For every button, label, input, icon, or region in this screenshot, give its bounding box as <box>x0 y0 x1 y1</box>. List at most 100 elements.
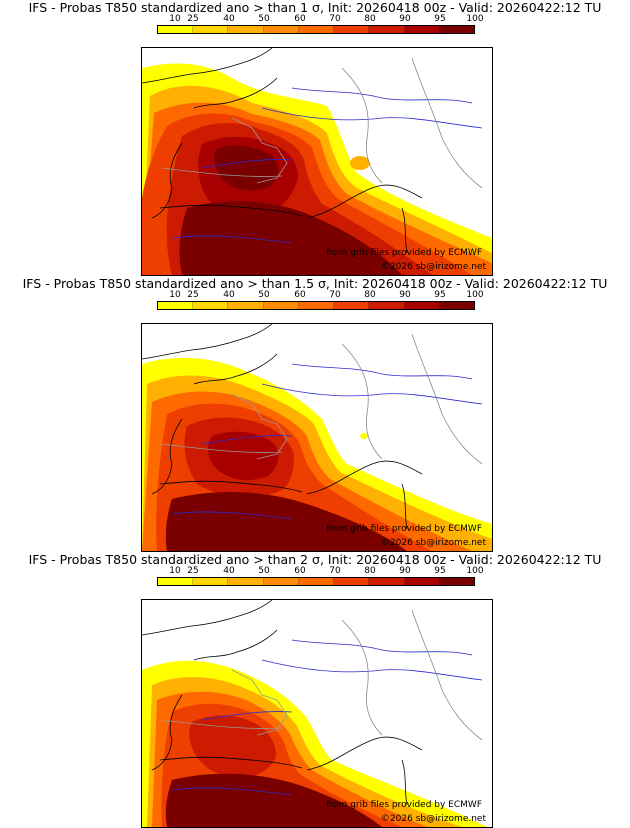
source-credit: from grib files provided by ECMWF <box>326 524 482 534</box>
colorbar-tick-label: 60 <box>294 290 306 300</box>
map-svg <box>142 600 492 827</box>
map-boundary-line <box>193 353 278 385</box>
probability-contour <box>207 431 279 481</box>
colorbar-swatch <box>404 26 440 33</box>
colorbar-tick-label: 50 <box>258 290 270 300</box>
map-boundary-line <box>171 235 293 244</box>
probability-contour <box>179 201 402 275</box>
map-boundary-line <box>411 57 483 189</box>
colorbar-swatch <box>263 26 299 33</box>
colorbar-tick-label: 60 <box>294 566 306 576</box>
colorbar-tick-label: 80 <box>364 14 376 24</box>
colorbar-tick-label: 60 <box>294 14 306 24</box>
map-boundary-line <box>401 759 408 806</box>
map-boundary-line <box>171 511 293 520</box>
colorbar-swatch <box>334 302 370 309</box>
colorbar-tick-label: 25 <box>187 14 199 24</box>
colorbar-tick-label: 10 <box>169 14 181 24</box>
map-boundary-line <box>341 67 383 184</box>
colorbar-tick-label: 100 <box>466 290 484 300</box>
panel-title: IFS - Probas T850 standardized ano > tha… <box>22 276 608 291</box>
forecast-panel-2: IFS - Probas T850 standardized ano > tha… <box>0 276 630 552</box>
map-boundary-line <box>201 435 293 445</box>
map-boundary-line <box>161 443 283 453</box>
map-boundary-line <box>261 659 483 681</box>
probability-contour <box>165 773 382 827</box>
probability-contour <box>165 492 407 551</box>
colorbar-swatch <box>228 302 264 309</box>
map-boundary-line <box>231 669 288 736</box>
map-boundary-line <box>161 719 283 729</box>
colorbar-tick-label: 90 <box>399 290 411 300</box>
colorbar-ticks: 10 25 40 50 60 70 80 90 95 100 <box>0 290 630 300</box>
map-boundary-line <box>231 393 288 460</box>
colorbar-tick-label: 100 <box>466 566 484 576</box>
map-boundary-line <box>401 483 408 530</box>
map-boundary-line <box>411 333 483 465</box>
colorbar-swatch <box>158 302 194 309</box>
colorbar-tick-label: 70 <box>329 14 341 24</box>
probability-contour <box>360 433 368 439</box>
colorbar-tick-label: 40 <box>223 14 235 24</box>
map-boundary-line <box>193 629 278 661</box>
colorbar-tick-label: 80 <box>364 290 376 300</box>
map-boundary-line <box>159 756 303 769</box>
colorbar-swatch <box>404 302 440 309</box>
map-boundary-line <box>231 117 288 184</box>
colorbar-swatch <box>263 302 299 309</box>
map-boundary-line <box>261 107 483 129</box>
panel-title: IFS - Probas T850 standardized ano > tha… <box>28 0 602 15</box>
map-boundary-line <box>306 460 423 495</box>
map-boundary-line <box>291 639 473 656</box>
probability-map: from grib files provided by ECMWF ©2026 … <box>141 599 493 828</box>
colorbar <box>157 301 475 310</box>
colorbar <box>157 577 475 586</box>
map-boundary-line <box>306 184 423 219</box>
map-boundary-line <box>193 77 278 109</box>
colorbar-swatch <box>334 578 370 585</box>
map-boundary-line <box>161 167 283 177</box>
map-boundary-line <box>151 418 183 495</box>
colorbar-swatch <box>193 302 229 309</box>
colorbar-swatch <box>228 578 264 585</box>
copyright-credit: ©2026 sb@irizome.net <box>380 538 486 548</box>
map-svg <box>142 324 492 551</box>
map-boundary-line <box>159 480 303 493</box>
colorbar-tick-label: 25 <box>187 290 199 300</box>
map-boundary-line <box>171 787 293 796</box>
colorbar-swatch <box>369 26 405 33</box>
probability-map: from grib files provided by ECMWF ©2026 … <box>141 323 493 552</box>
colorbar-tick-label: 95 <box>434 566 446 576</box>
colorbar-ticks: 10 25 40 50 60 70 80 90 95 100 <box>0 566 630 576</box>
source-credit: from grib files provided by ECMWF <box>326 248 482 258</box>
map-boundary-line <box>291 363 473 380</box>
colorbar-swatch <box>263 578 299 585</box>
colorbar-swatch <box>439 578 474 585</box>
colorbar-tick-label: 50 <box>258 14 270 24</box>
map-boundary-line <box>142 48 273 84</box>
colorbar-swatch <box>298 302 335 309</box>
colorbar-swatch <box>334 26 370 33</box>
colorbar-tick-label: 70 <box>329 290 341 300</box>
colorbar-swatch <box>158 578 194 585</box>
colorbar-tick-label: 10 <box>169 566 181 576</box>
map-boundary-line <box>201 159 293 169</box>
probability-map: from grib files provided by ECMWF ©2026 … <box>141 47 493 276</box>
colorbar-tick-label: 90 <box>399 14 411 24</box>
colorbar-swatch <box>369 578 405 585</box>
colorbar-tick-label: 40 <box>223 290 235 300</box>
map-boundary-line <box>291 87 473 104</box>
colorbar-tick-label: 95 <box>434 14 446 24</box>
map-boundary-line <box>142 600 273 636</box>
probability-contour <box>189 715 276 778</box>
map-boundary-line <box>142 324 273 360</box>
colorbar-swatch <box>439 26 474 33</box>
colorbar-swatch <box>369 302 405 309</box>
panel-title: IFS - Probas T850 standardized ano > tha… <box>28 552 602 567</box>
colorbar-swatch <box>228 26 264 33</box>
probability-contour <box>214 145 279 191</box>
map-boundary-line <box>159 204 303 217</box>
map-svg <box>142 48 492 275</box>
colorbar-swatch <box>193 578 229 585</box>
colorbar-swatch <box>298 26 335 33</box>
